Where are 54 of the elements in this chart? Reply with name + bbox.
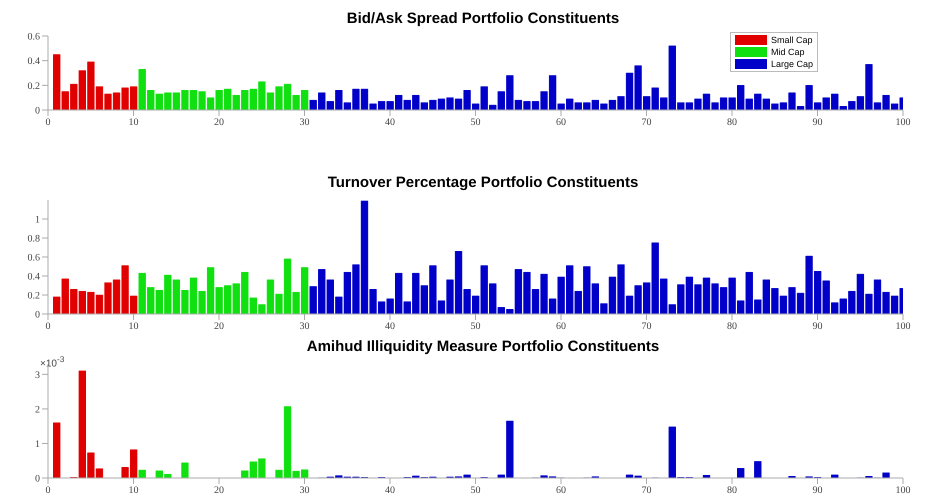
- x-tick-label: 70: [642, 117, 652, 128]
- legend-label: Large Cap: [770, 58, 813, 70]
- x-tick-label: 100: [896, 117, 910, 128]
- x-tick-label: 100: [896, 321, 910, 332]
- x-tick-label: 90: [812, 117, 822, 128]
- x-tick-label: 70: [642, 485, 652, 496]
- y-tick-label: 0.4: [28, 272, 40, 283]
- y-tick-label: 0.2: [28, 290, 40, 302]
- legend-label: Mid Cap: [770, 46, 804, 58]
- x-tick-label: 10: [128, 117, 138, 128]
- x-tick-label: 20: [214, 485, 224, 496]
- x-tick-label: 0: [46, 485, 50, 496]
- y-tick-label: 1: [35, 214, 40, 226]
- x-tick-label: 70: [642, 321, 652, 332]
- legend-label: Small Cap: [770, 34, 812, 46]
- x-tick-label: 0: [46, 117, 50, 128]
- y-tick-label: 0: [35, 310, 40, 321]
- x-tick-label: 40: [385, 485, 395, 496]
- y-tick-label: 2: [35, 404, 40, 416]
- x-tick-label: 90: [812, 485, 822, 496]
- y-tick-label: 0.6: [28, 252, 40, 264]
- y-tick-label: 0.8: [28, 234, 40, 245]
- y-tick-label: 3: [35, 370, 40, 381]
- x-tick-label: 30: [300, 485, 310, 496]
- x-tick-label: 40: [385, 321, 395, 332]
- y-tick-label: 0.2: [28, 80, 40, 92]
- x-tick-label: 50: [470, 485, 480, 496]
- y-tick-label: 0.6: [28, 32, 40, 43]
- x-tick-label: 100: [896, 485, 910, 496]
- x-tick-label: 60: [556, 117, 566, 128]
- x-tick-label: 60: [556, 321, 566, 332]
- x-tick-label: 30: [300, 321, 310, 332]
- x-tick-label: 90: [812, 321, 822, 332]
- chart-title: Amihud Illiquidity Measure Portfolio Constituents: [306, 338, 660, 355]
- x-tick-label: 40: [385, 117, 395, 128]
- x-tick-label: 20: [214, 321, 224, 332]
- y-tick-label: 0: [35, 474, 40, 485]
- x-tick-label: 10: [128, 321, 138, 332]
- x-tick-label: 20: [214, 117, 224, 128]
- x-tick-label: 80: [727, 485, 737, 496]
- x-tick-label: 50: [470, 117, 480, 128]
- y-tick-label: 0: [35, 106, 40, 117]
- x-tick-label: 0: [46, 321, 50, 332]
- x-tick-label: 80: [727, 321, 737, 332]
- y-tick-label: 0.4: [28, 56, 40, 68]
- annotation: ×10$^{-3}$: [40, 354, 64, 370]
- y-tick-label: 1: [35, 439, 40, 450]
- chart-title: Bid/Ask Spread Portfolio Constituents: [346, 9, 620, 29]
- x-tick-label: 50: [470, 321, 480, 332]
- x-tick-label: 30: [300, 117, 310, 128]
- chart-title: Turnover Percentage Portfolio Constituents: [326, 173, 640, 193]
- x-tick-label: 60: [556, 485, 566, 496]
- x-tick-label: 80: [727, 117, 737, 128]
- x-tick-label: 10: [128, 485, 138, 496]
